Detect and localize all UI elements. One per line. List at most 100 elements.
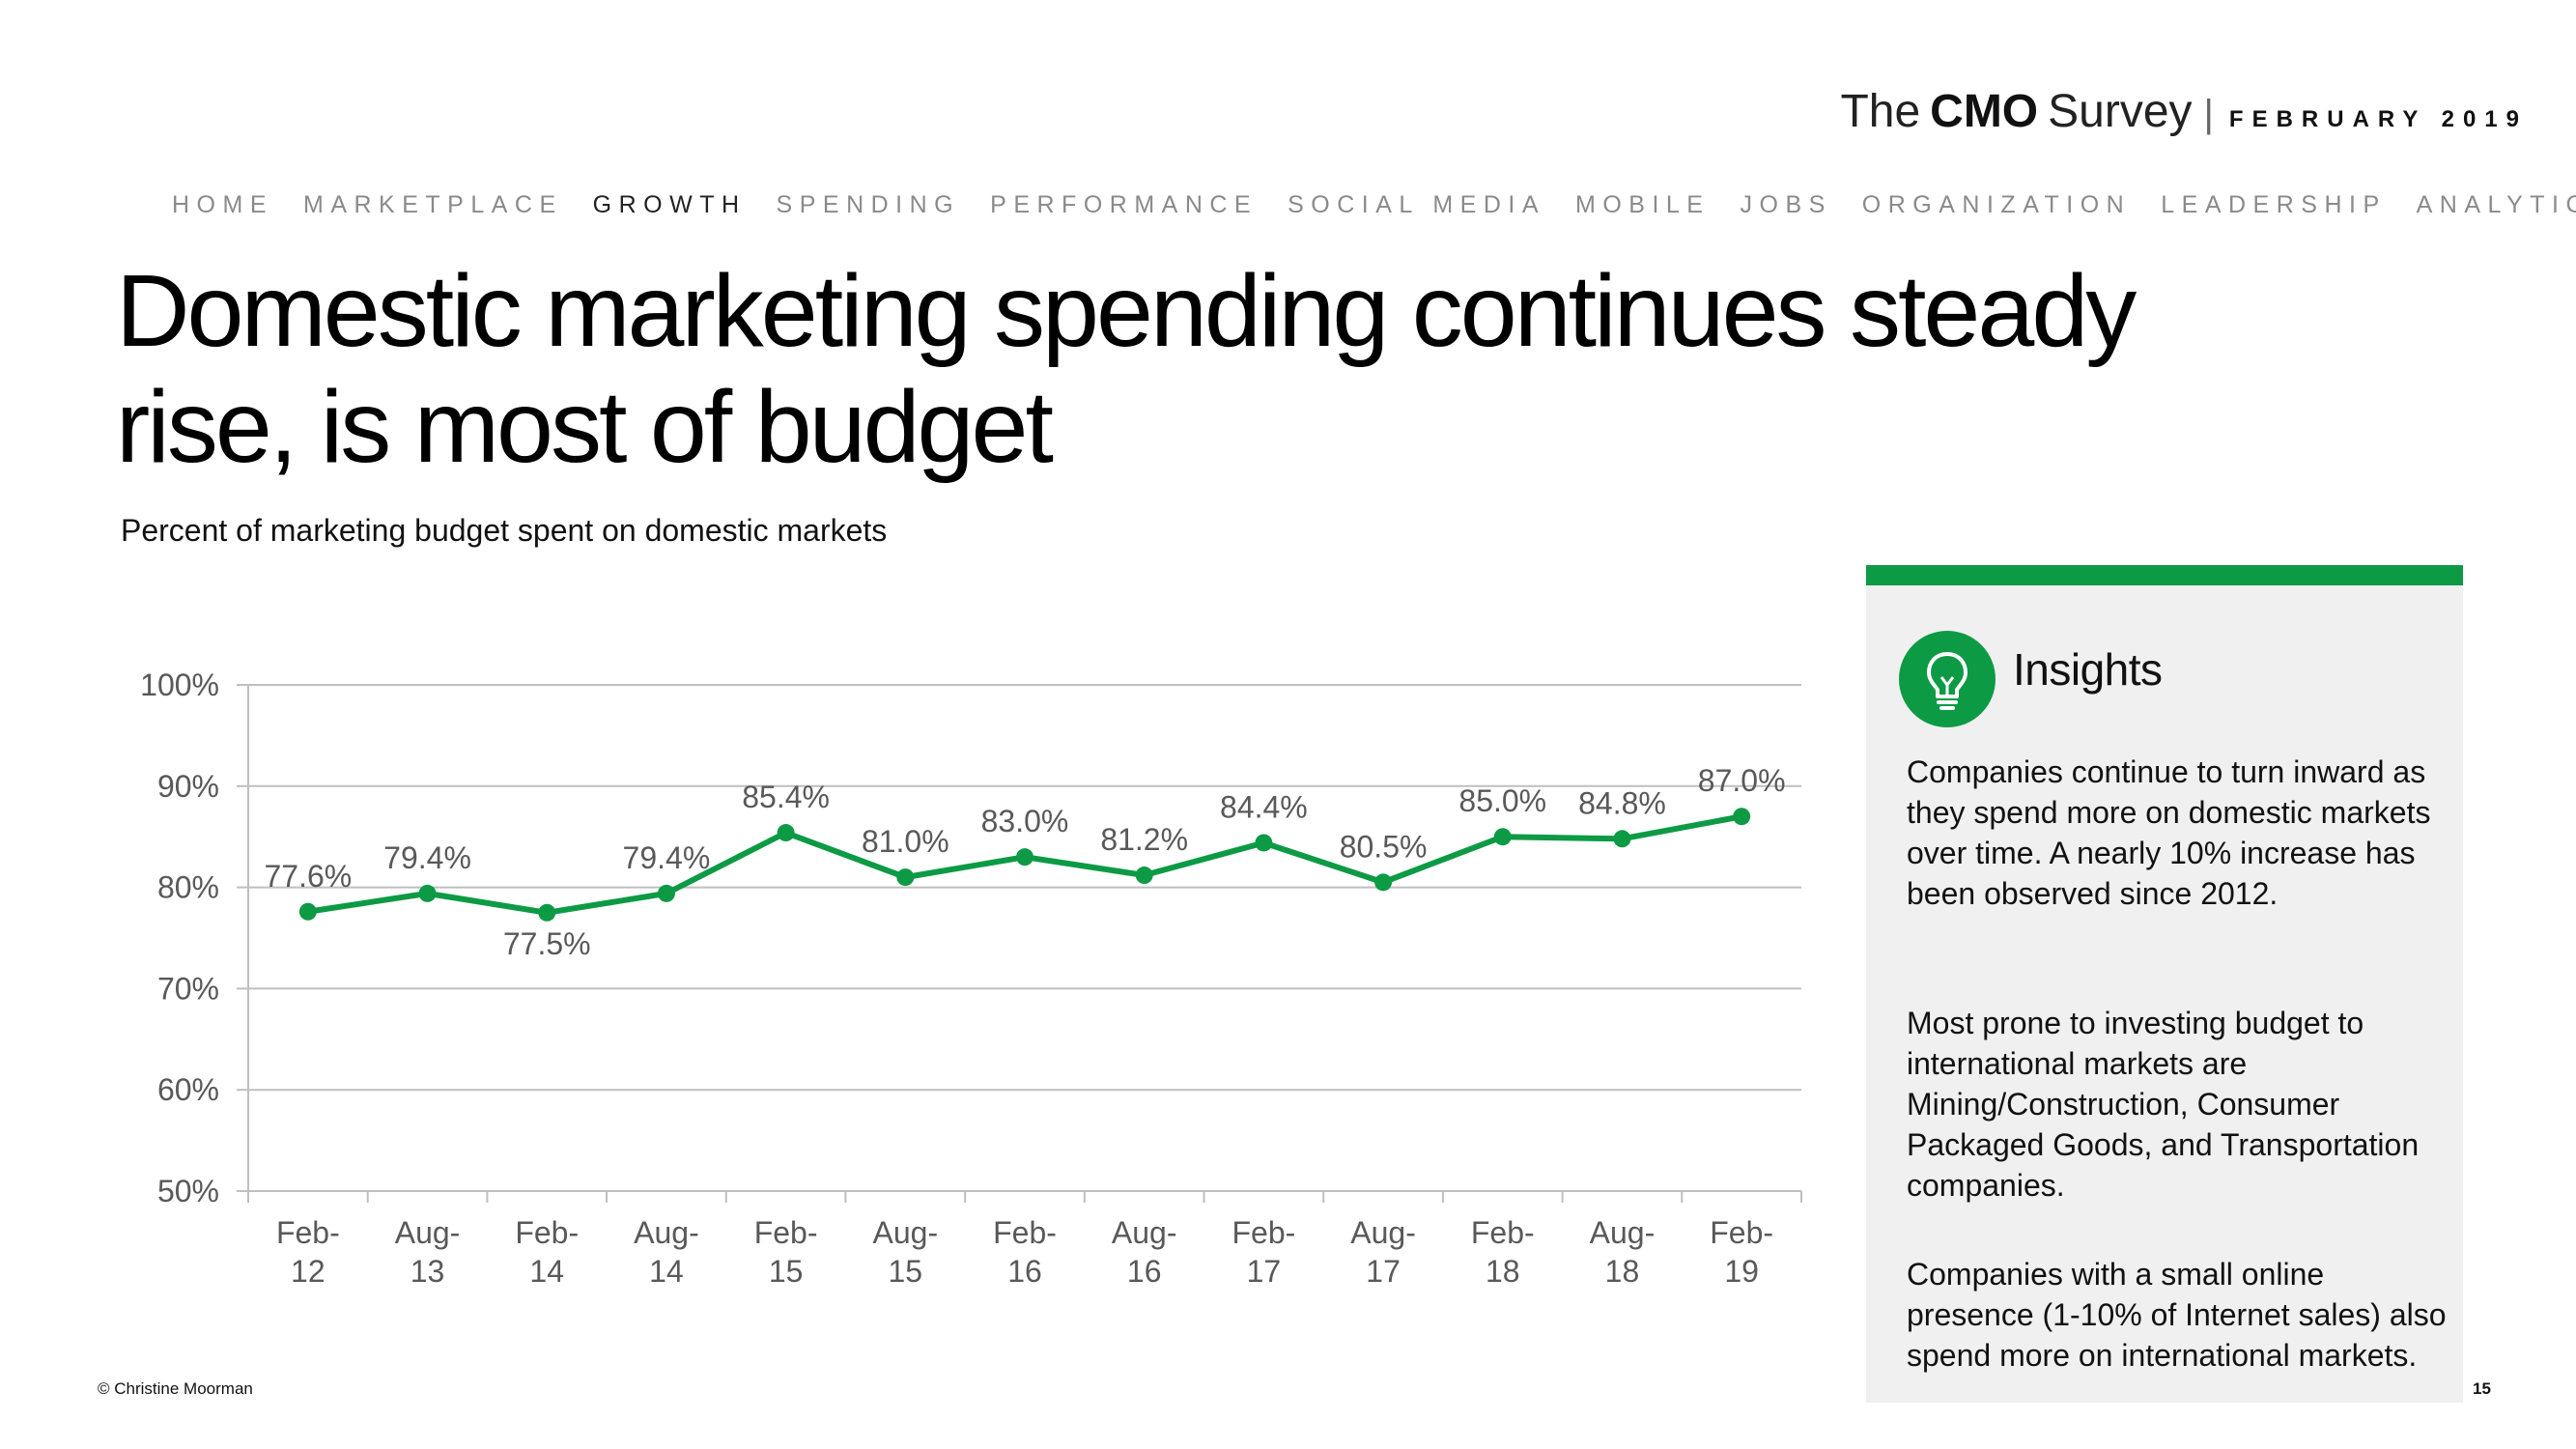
nav-item-organization[interactable]: ORGANIZATION [1861, 191, 2132, 218]
data-point [1374, 873, 1393, 892]
brand-the: The [1840, 86, 1921, 137]
data-label: 81.2% [1100, 822, 1188, 857]
y-tick-label: 80% [157, 870, 219, 905]
data-label: 79.4% [623, 840, 711, 875]
data-label: 85.0% [1458, 783, 1546, 818]
data-point [298, 902, 317, 921]
data-point [1016, 848, 1033, 867]
x-tick-label-line: 13 [410, 1254, 445, 1289]
nav-item-social-media[interactable]: SOCIAL MEDIA [1288, 191, 1546, 218]
insight-paragraph: Companies continue to turn inward as the… [1907, 754, 2431, 911]
insights-title: Insights [2013, 644, 2163, 695]
x-tick-label-line: Feb- [1231, 1215, 1295, 1250]
insights-panel: Insights Companies continue to turn inwa… [1866, 565, 2463, 1403]
nav-item-home[interactable]: HOME [172, 191, 273, 218]
x-tick-label: Aug- 13 [395, 1215, 461, 1289]
x-tick-label-line: Feb- [515, 1215, 579, 1250]
x-tick-label-line: 17 [1247, 1254, 1282, 1289]
x-tick-label-line: Aug- [1590, 1215, 1656, 1250]
brand-survey: Survey [2048, 86, 2193, 137]
nav-item-marketplace[interactable]: MARKETPLACE [303, 191, 563, 218]
x-tick-label: Feb- 16 [993, 1215, 1057, 1289]
nav-item-performance[interactable]: PERFORMANCE [990, 191, 1259, 218]
x-tick-label-line: Aug- [395, 1215, 461, 1250]
x-tick-label-line: 14 [529, 1254, 564, 1289]
x-tick-label-line: 15 [889, 1254, 923, 1289]
insights-badge [1899, 631, 1996, 727]
lightbulb-icon [1927, 652, 1967, 710]
x-tick-label-line: Feb- [754, 1215, 818, 1250]
data-point [896, 868, 915, 887]
data-label: 84.8% [1578, 785, 1666, 820]
y-tick-label: 100% [140, 668, 219, 702]
data-point [777, 824, 795, 842]
x-tick-label: Aug- 15 [873, 1215, 939, 1289]
brand-date: FEBRUARY 2019 [2228, 106, 2528, 132]
x-tick-label-line: 14 [649, 1254, 684, 1289]
x-tick-label-line: Feb- [993, 1215, 1057, 1250]
nav-item-growth[interactable]: GROWTH [592, 191, 747, 218]
nav-item-jobs[interactable]: JOBS [1740, 191, 1832, 218]
x-tick-label: Aug- 18 [1590, 1215, 1656, 1289]
x-tick-label: Feb- 14 [515, 1215, 579, 1289]
x-tick-label: Aug- 17 [1350, 1215, 1416, 1289]
chart-subtitle: Percent of marketing budget spent on dom… [121, 513, 888, 548]
x-tick-label-line: Feb- [1710, 1215, 1773, 1250]
x-tick-label-line: 15 [769, 1254, 804, 1289]
data-point [1255, 834, 1273, 852]
page-number: 15 [2473, 1379, 2491, 1398]
data-label: 84.4% [1220, 789, 1308, 824]
x-tick-label: Feb- 19 [1710, 1215, 1773, 1289]
page-title: Domestic marketing spending continues st… [116, 254, 2137, 484]
nav-item-mobile[interactable]: MOBILE [1575, 191, 1711, 218]
x-tick-label-line: 18 [1605, 1254, 1640, 1289]
x-tick-label: Feb- 17 [1231, 1215, 1295, 1289]
data-label: 80.5% [1340, 829, 1428, 864]
y-tick-label: 50% [157, 1174, 219, 1208]
x-tick-label-line: Feb- [1471, 1215, 1535, 1250]
brand-logo: The CMO Survey | FEBRUARY 2019 [1840, 85, 2528, 138]
x-tick-label-line: Feb- [276, 1215, 340, 1250]
nav-item-spending[interactable]: SPENDING [776, 191, 961, 218]
x-tick-label-line: 16 [1127, 1254, 1162, 1289]
top-nav: HOME MARKETPLACE GROWTH SPENDING PERFORM… [172, 191, 2576, 219]
insight-paragraph: Companies with a small online presence (… [1907, 1257, 2447, 1373]
x-tick-label: Feb- 12 [276, 1215, 340, 1289]
data-point [1493, 828, 1512, 846]
data-point [1135, 867, 1153, 885]
brand-separator: | [2203, 93, 2214, 135]
x-tick-label-line: 17 [1366, 1254, 1401, 1289]
x-tick-label: Aug- 16 [1112, 1215, 1177, 1289]
y-tick-label: 70% [157, 971, 219, 1006]
data-label: 79.4% [383, 840, 471, 875]
data-point [657, 884, 675, 902]
data-label: 85.4% [742, 780, 830, 814]
y-tick-label: 60% [157, 1072, 219, 1107]
data-point [1613, 830, 1631, 848]
data-label: 87.0% [1698, 763, 1786, 798]
data-point [418, 884, 437, 902]
data-label: 77.5% [503, 926, 591, 961]
x-tick-label-line: Aug- [1350, 1215, 1416, 1250]
nav-item-leadership[interactable]: LEADERSHIP [2161, 191, 2387, 218]
x-tick-label-line: Aug- [634, 1215, 699, 1250]
data-label: 77.6% [264, 859, 352, 894]
copyright: © Christine Moorman [98, 1379, 253, 1398]
x-tick-label-line: 12 [291, 1254, 326, 1289]
nav-item-analytics[interactable]: ANALYTICS [2416, 191, 2576, 218]
data-label: 83.0% [981, 804, 1069, 838]
insight-paragraph: Most prone to investing budget to intern… [1907, 1006, 2420, 1203]
y-tick-label: 90% [157, 769, 219, 804]
x-tick-label: Feb- 15 [754, 1215, 818, 1289]
x-tick-label-line: Aug- [873, 1215, 939, 1250]
x-tick-label-line: 19 [1724, 1254, 1759, 1289]
data-label: 81.0% [862, 824, 949, 859]
brand-cmo: CMO [1930, 86, 2039, 137]
x-tick-label: Feb- 18 [1471, 1215, 1535, 1289]
data-point [538, 903, 556, 922]
x-tick-label: Aug- 14 [634, 1215, 699, 1289]
data-point [1733, 808, 1751, 826]
x-tick-label-line: 18 [1486, 1254, 1520, 1289]
x-tick-label-line: Aug- [1112, 1215, 1177, 1250]
x-tick-label-line: 16 [1007, 1254, 1042, 1289]
